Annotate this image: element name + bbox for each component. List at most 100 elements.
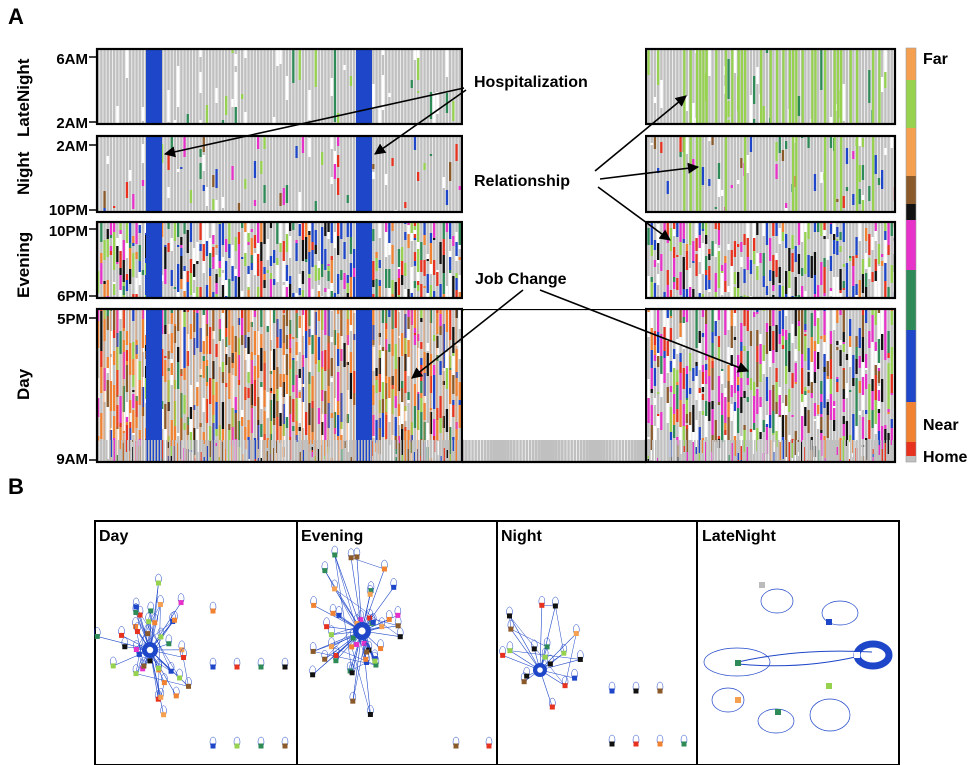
- event-cell: [442, 273, 445, 294]
- column-sep: [838, 309, 840, 462]
- event-cell: [413, 226, 417, 230]
- network-node: [349, 644, 355, 650]
- event-cell: [871, 315, 874, 342]
- event-cell: [391, 245, 394, 264]
- column-sep: [784, 222, 785, 298]
- event-cell: [324, 350, 327, 371]
- event-cell: [132, 294, 135, 298]
- event-cell: [679, 323, 682, 337]
- bottom-hatch: [334, 440, 336, 462]
- event-cell: [775, 368, 778, 382]
- event-cell: [113, 395, 116, 411]
- event-cell: [215, 200, 218, 212]
- event-cell: [740, 158, 743, 168]
- event-cell: [177, 264, 180, 274]
- column-sep: [860, 309, 862, 462]
- event-cell: [868, 186, 871, 201]
- event-cell: [125, 243, 129, 258]
- bottom-hatch: [499, 440, 501, 462]
- event-cell: [311, 242, 314, 250]
- event-cell: [375, 368, 378, 376]
- event-cell: [666, 270, 669, 285]
- network-node: [332, 586, 338, 592]
- event-cell: [666, 403, 669, 423]
- event-cell: [407, 430, 410, 449]
- event-cell: [711, 343, 714, 358]
- event-cell: [884, 72, 887, 88]
- column-sep: [665, 136, 667, 212]
- event-cell: [781, 415, 785, 437]
- bottom-hatch: [349, 440, 351, 462]
- column-sep: [99, 222, 101, 298]
- network-node: [234, 743, 240, 749]
- bottom-hatch: [340, 440, 342, 462]
- column-sep: [284, 222, 286, 298]
- event-cell: [225, 265, 228, 280]
- event-cell: [778, 395, 781, 415]
- column-sep: [195, 136, 197, 212]
- event-cell: [125, 361, 129, 365]
- column-sep: [793, 222, 795, 298]
- event-cell: [205, 222, 209, 241]
- column-sep: [809, 309, 811, 462]
- event-cell: [765, 323, 769, 332]
- bottom-hatch: [304, 440, 306, 462]
- event-cell: [807, 410, 810, 433]
- column-sep: [841, 222, 843, 298]
- bottom-hatch: [262, 440, 264, 462]
- event-cell: [801, 354, 804, 368]
- event-cell: [196, 291, 199, 298]
- event-cell: [695, 238, 698, 251]
- day-stripe: [404, 309, 406, 462]
- bottom-hatch: [634, 440, 636, 462]
- event-cell: [397, 269, 401, 276]
- event-cell: [196, 242, 199, 261]
- column-sep: [185, 136, 187, 212]
- event-cell: [161, 275, 164, 281]
- network-node: [521, 679, 527, 685]
- event-cell: [263, 280, 266, 288]
- network-node: [381, 566, 387, 572]
- bottom-hatch: [289, 440, 291, 462]
- event-cell: [826, 415, 829, 438]
- event-cell: [404, 295, 407, 298]
- event-cell: [186, 230, 189, 253]
- column-sep: [224, 49, 225, 124]
- column-sep: [720, 309, 721, 462]
- event-cell: [685, 374, 689, 398]
- event-cell: [801, 402, 804, 416]
- event-cell: [647, 459, 650, 462]
- event-cell: [660, 334, 663, 356]
- bottom-hatch: [610, 440, 612, 462]
- network-edge: [149, 602, 182, 651]
- bottom-hatch: [226, 440, 228, 462]
- event-cell: [340, 222, 343, 239]
- column-sep: [352, 222, 353, 298]
- event-cell: [234, 107, 237, 124]
- event-cell: [138, 272, 141, 285]
- event-cell: [378, 108, 381, 124]
- column-sep: [329, 136, 331, 212]
- event-cell: [884, 350, 887, 360]
- bottom-hatch: [295, 440, 297, 462]
- column-sep: [396, 136, 398, 212]
- event-cell: [823, 230, 826, 236]
- event-cell: [708, 249, 711, 254]
- event-cell: [759, 334, 762, 344]
- bottom-hatch: [205, 440, 207, 462]
- event-cell: [228, 430, 231, 436]
- event-cell: [813, 275, 817, 294]
- network-node: [508, 626, 514, 632]
- event-cell: [724, 263, 727, 281]
- event-cell: [695, 447, 698, 454]
- band-frame-left: [95, 220, 464, 300]
- event-cell: [311, 289, 314, 298]
- event-cell: [183, 286, 186, 291]
- event-cell: [237, 203, 241, 212]
- event-cell: [433, 419, 436, 436]
- column-sep: [806, 222, 808, 298]
- relationship-col: [824, 136, 827, 212]
- event-cell: [813, 222, 817, 232]
- event-cell: [183, 327, 186, 345]
- column-sep: [118, 49, 120, 124]
